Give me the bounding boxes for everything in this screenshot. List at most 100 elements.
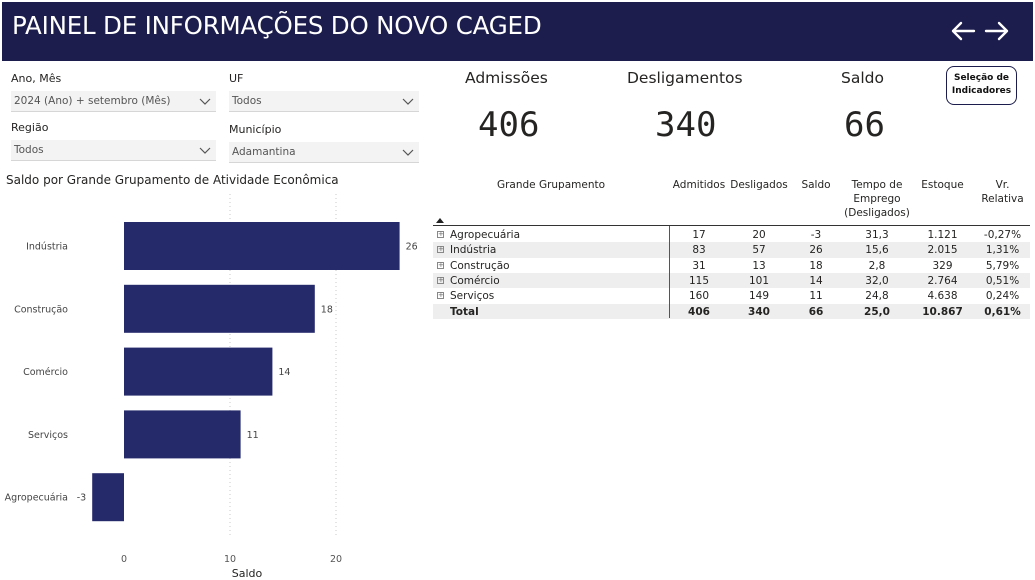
- cell-desligados: 13: [752, 259, 766, 272]
- th-vr-relativa[interactable]: Vr. Relativa: [975, 178, 1030, 206]
- cell-admitidos: 115: [688, 274, 710, 287]
- cell-tempo: 24,8: [865, 290, 889, 303]
- kpi-desligamentos-value: 340: [655, 105, 717, 145]
- kpi-saldo-value: 66: [844, 105, 885, 145]
- cell-vr: 5,79%: [985, 259, 1020, 272]
- cell-desligados: 149: [748, 290, 770, 303]
- kpi-admissoes-value: 406: [478, 105, 540, 145]
- th-vr-line1: Vr.: [995, 179, 1010, 191]
- bar: [124, 284, 315, 333]
- selecao-indicadores-line2: Indicadores: [951, 86, 1012, 96]
- kpi-admissoes-label: Admissões: [465, 69, 548, 87]
- th-desligados[interactable]: Desligados: [730, 179, 788, 191]
- cell-vr: 0,24%: [985, 290, 1020, 303]
- cell-desligados: 20: [752, 229, 766, 241]
- cell-saldo: 26: [809, 244, 823, 257]
- bar: [92, 473, 124, 522]
- chevron-down-icon: [198, 143, 212, 157]
- cell-grupamento: Serviços: [450, 290, 495, 303]
- x-tick-label: 10: [224, 554, 236, 565]
- filter-label-uf: UF: [229, 72, 244, 85]
- data-label: -3: [77, 493, 86, 504]
- kpi-saldo-label: Saldo: [841, 69, 884, 87]
- cell-vr: 0,51%: [985, 274, 1020, 287]
- cell-vr: 1,31%: [985, 244, 1020, 257]
- selecao-indicadores-line1: Seleção de: [953, 73, 1010, 83]
- cell-saldo: 14: [809, 274, 823, 287]
- filter-municipio-value: Adamantina: [232, 146, 296, 158]
- expand-icon[interactable]: +: [437, 275, 444, 284]
- cell-saldo: 66: [808, 305, 824, 318]
- filter-label-regiao: Região: [11, 121, 49, 134]
- cell-vr: 0,61%: [984, 305, 1021, 318]
- cell-tempo: 15,6: [865, 244, 889, 257]
- sort-ascending-icon[interactable]: [436, 218, 444, 223]
- cell-admitidos: 83: [692, 244, 706, 257]
- table-row[interactable]: + Indústria 83 57 26 15,6 2.015 1,31%: [433, 242, 1030, 258]
- filter-uf-value: Todos: [232, 95, 262, 107]
- cell-estoque: 2.764: [927, 274, 958, 287]
- category-label: Serviços: [28, 430, 68, 441]
- bar: [124, 410, 241, 459]
- category-label: Agropecuária: [5, 493, 68, 504]
- cell-desligados: 57: [752, 244, 766, 257]
- expand-icon[interactable]: +: [437, 245, 444, 254]
- cell-tempo: 25,0: [864, 305, 890, 318]
- filter-regiao-dropdown[interactable]: Todos: [11, 140, 216, 161]
- cell-admitidos: 31: [692, 259, 706, 272]
- cell-estoque: 329: [932, 259, 953, 272]
- th-saldo[interactable]: Saldo: [801, 179, 831, 191]
- forward-arrow-icon[interactable]: [982, 16, 1012, 46]
- th-tempo-line1: Tempo de: [851, 179, 903, 191]
- kpi-desligamentos-label: Desligamentos: [627, 69, 743, 87]
- table-row[interactable]: + Construção 31 13 18 2,8 329 5,79%: [433, 258, 1030, 273]
- table-header-divider: [433, 225, 1030, 226]
- table-column-divider: [669, 226, 670, 318]
- chevron-down-icon: [401, 94, 415, 108]
- expand-icon[interactable]: +: [437, 291, 444, 300]
- filter-uf-dropdown[interactable]: Todos: [229, 91, 419, 112]
- table-row[interactable]: + Agropecuária 17 20 -3 31,3 1.121 -0,27%: [433, 227, 1030, 242]
- chevron-down-icon: [401, 145, 415, 159]
- bar: [124, 347, 273, 396]
- selecao-indicadores-button[interactable]: Seleção de Indicadores: [946, 66, 1017, 105]
- expand-icon[interactable]: +: [437, 230, 444, 238]
- filter-ano-mes-dropdown[interactable]: 2024 (Ano) + setembro (Mês): [11, 91, 216, 112]
- th-tempo-emprego[interactable]: Tempo de Emprego (Desligados): [838, 178, 916, 220]
- chevron-down-icon: [198, 94, 212, 108]
- bar: [124, 222, 400, 270]
- filter-label-ano-mes: Ano, Mês: [11, 72, 62, 85]
- chart-title: Saldo por Grande Grupamento de Atividade…: [6, 173, 339, 187]
- back-arrow-icon[interactable]: [948, 16, 978, 46]
- category-label: Comércio: [23, 367, 68, 378]
- data-label: 18: [321, 304, 333, 315]
- th-admitidos[interactable]: Admitidos: [672, 179, 726, 191]
- cell-estoque: 2.015: [927, 244, 958, 257]
- cell-grupamento: Total: [450, 305, 479, 318]
- cell-admitidos: 406: [688, 305, 710, 318]
- data-label: 11: [247, 430, 259, 441]
- th-tempo-line3: (Desligados): [844, 207, 910, 219]
- filter-regiao-value: Todos: [14, 144, 44, 156]
- expand-icon[interactable]: +: [437, 260, 444, 269]
- cell-tempo: 32,0: [865, 274, 889, 287]
- cell-admitidos: 17: [692, 229, 706, 241]
- cell-saldo: -3: [810, 229, 822, 241]
- th-estoque[interactable]: Estoque: [921, 179, 964, 191]
- table-row[interactable]: + Serviços 160 149 11 24,8 4.638 0,24%: [433, 288, 1030, 303]
- cell-desligados: 340: [748, 305, 770, 318]
- cell-grupamento: Comércio: [450, 274, 500, 287]
- cell-saldo: 18: [809, 259, 823, 272]
- table-row[interactable]: + Comércio 115 101 14 32,0 2.764 0,51%: [433, 272, 1030, 289]
- th-tempo-line2: Emprego: [853, 193, 901, 205]
- filter-municipio-dropdown[interactable]: Adamantina: [229, 142, 419, 163]
- saldo-bar-chart: Indústria 26 Construção 18 Comércio 14 Serviço…: [5, 194, 418, 580]
- filter-label-municipio: Município: [229, 123, 282, 136]
- cell-tempo: 31,3: [865, 229, 889, 241]
- th-grupamento[interactable]: Grande Grupamento: [496, 179, 606, 191]
- th-vr-line2: Relativa: [981, 193, 1024, 205]
- cell-admitidos: 160: [688, 290, 710, 303]
- cell-desligados: 101: [748, 274, 770, 287]
- cell-saldo: 11: [809, 290, 823, 303]
- cell-vr: -0,27%: [983, 229, 1022, 241]
